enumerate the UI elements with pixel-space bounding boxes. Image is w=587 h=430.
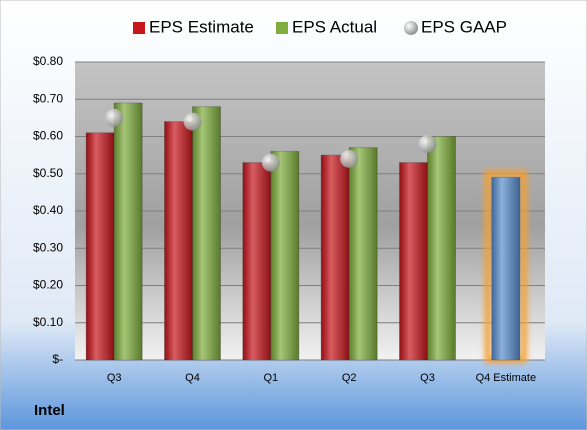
y-tick-label: $0.70 — [33, 91, 63, 105]
legend-label: EPS GAAP — [421, 17, 507, 36]
x-tick-label: Q3 — [107, 372, 122, 384]
bar-shine — [86, 132, 115, 360]
gaap-marker — [105, 108, 124, 127]
gaap-marker — [340, 149, 359, 168]
bar-shine — [164, 121, 193, 360]
x-tick-label: Q3 — [420, 372, 435, 384]
legend-label: EPS Estimate — [149, 17, 254, 36]
bar-shine — [242, 162, 271, 360]
legend-marker — [404, 21, 418, 35]
bar-shine — [427, 136, 456, 360]
x-tick-label: Q1 — [263, 372, 278, 384]
chart-title: Intel — [34, 402, 65, 419]
y-tick-label: $0.40 — [33, 203, 63, 217]
y-tick-label: $0.60 — [33, 129, 63, 143]
x-tick-label: Q4 Estimate — [476, 372, 537, 384]
gaap-marker — [183, 112, 202, 131]
bar-shine — [399, 162, 428, 360]
bar-shine — [192, 106, 221, 360]
y-tick-label: $0.50 — [33, 166, 63, 180]
bar-shine — [270, 151, 299, 360]
gaap-marker — [418, 134, 437, 153]
bar-shine — [349, 147, 378, 360]
bar-shine — [114, 102, 143, 360]
y-tick-label: $0.80 — [33, 54, 63, 68]
y-tick-label: $0.10 — [33, 315, 63, 329]
y-tick-label: $- — [52, 352, 63, 366]
y-tick-label: $0.30 — [33, 240, 63, 254]
x-tick-label: Q2 — [342, 372, 357, 384]
legend-label: EPS Actual — [292, 17, 377, 36]
bar-shine — [491, 177, 520, 360]
y-tick-label: $0.20 — [33, 278, 63, 292]
gaap-marker — [261, 153, 280, 172]
legend-marker — [133, 22, 145, 34]
legend-marker — [276, 22, 288, 34]
bar-shine — [321, 155, 350, 360]
x-tick-label: Q4 — [185, 372, 200, 384]
